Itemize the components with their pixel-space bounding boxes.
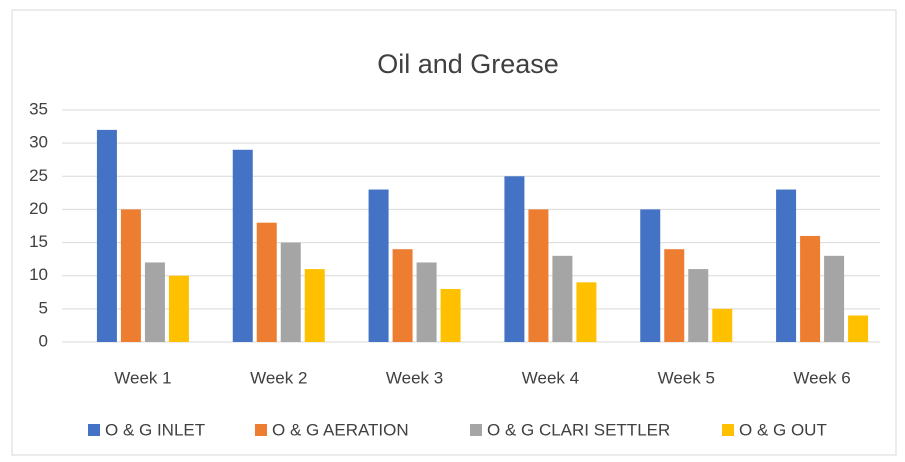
bar bbox=[256, 222, 277, 342]
bar bbox=[368, 189, 389, 342]
bar bbox=[640, 209, 661, 342]
bar bbox=[416, 262, 437, 342]
bar bbox=[848, 315, 869, 342]
x-tick-label: Week 4 bbox=[522, 368, 579, 387]
y-tick-label: 15 bbox=[29, 232, 48, 251]
chart-title: Oil and Grease bbox=[377, 49, 559, 79]
bar bbox=[392, 249, 413, 342]
bar bbox=[120, 209, 141, 342]
bar bbox=[712, 308, 733, 342]
y-tick-label: 25 bbox=[29, 166, 48, 185]
bar bbox=[528, 209, 549, 342]
bar bbox=[664, 249, 685, 342]
bar bbox=[688, 269, 709, 342]
y-tick-label: 20 bbox=[29, 199, 48, 218]
legend-swatch bbox=[470, 424, 482, 436]
bar bbox=[776, 189, 797, 342]
y-tick-label: 0 bbox=[39, 331, 48, 350]
legend-swatch bbox=[255, 424, 267, 436]
bar bbox=[168, 275, 189, 342]
bar bbox=[304, 269, 325, 342]
bar bbox=[144, 262, 165, 342]
bar bbox=[824, 255, 845, 342]
x-tick-label: Week 5 bbox=[658, 368, 715, 387]
bar bbox=[232, 149, 253, 342]
legend-swatch bbox=[88, 424, 100, 436]
chart-border bbox=[11, 9, 897, 456]
bar bbox=[800, 235, 821, 342]
legend-label: O & G INLET bbox=[105, 420, 205, 439]
bar bbox=[440, 288, 461, 342]
legend-label: O & G AERATION bbox=[272, 420, 409, 439]
y-tick-label: 10 bbox=[29, 265, 48, 284]
bar bbox=[576, 282, 597, 342]
y-tick-label: 35 bbox=[29, 99, 48, 118]
bar bbox=[280, 242, 301, 342]
y-tick-label: 5 bbox=[39, 298, 48, 317]
y-tick-label: 30 bbox=[29, 133, 48, 152]
x-tick-label: Week 1 bbox=[114, 368, 171, 387]
bar bbox=[504, 176, 525, 342]
bar bbox=[96, 129, 117, 342]
legend-label: O & G OUT bbox=[739, 420, 827, 439]
x-tick-label: Week 3 bbox=[386, 368, 443, 387]
legend-swatch bbox=[722, 424, 734, 436]
x-tick-label: Week 6 bbox=[793, 368, 850, 387]
legend-label: O & G CLARI SETTLER bbox=[487, 420, 670, 439]
bar bbox=[552, 255, 573, 342]
x-tick-label: Week 2 bbox=[250, 368, 307, 387]
